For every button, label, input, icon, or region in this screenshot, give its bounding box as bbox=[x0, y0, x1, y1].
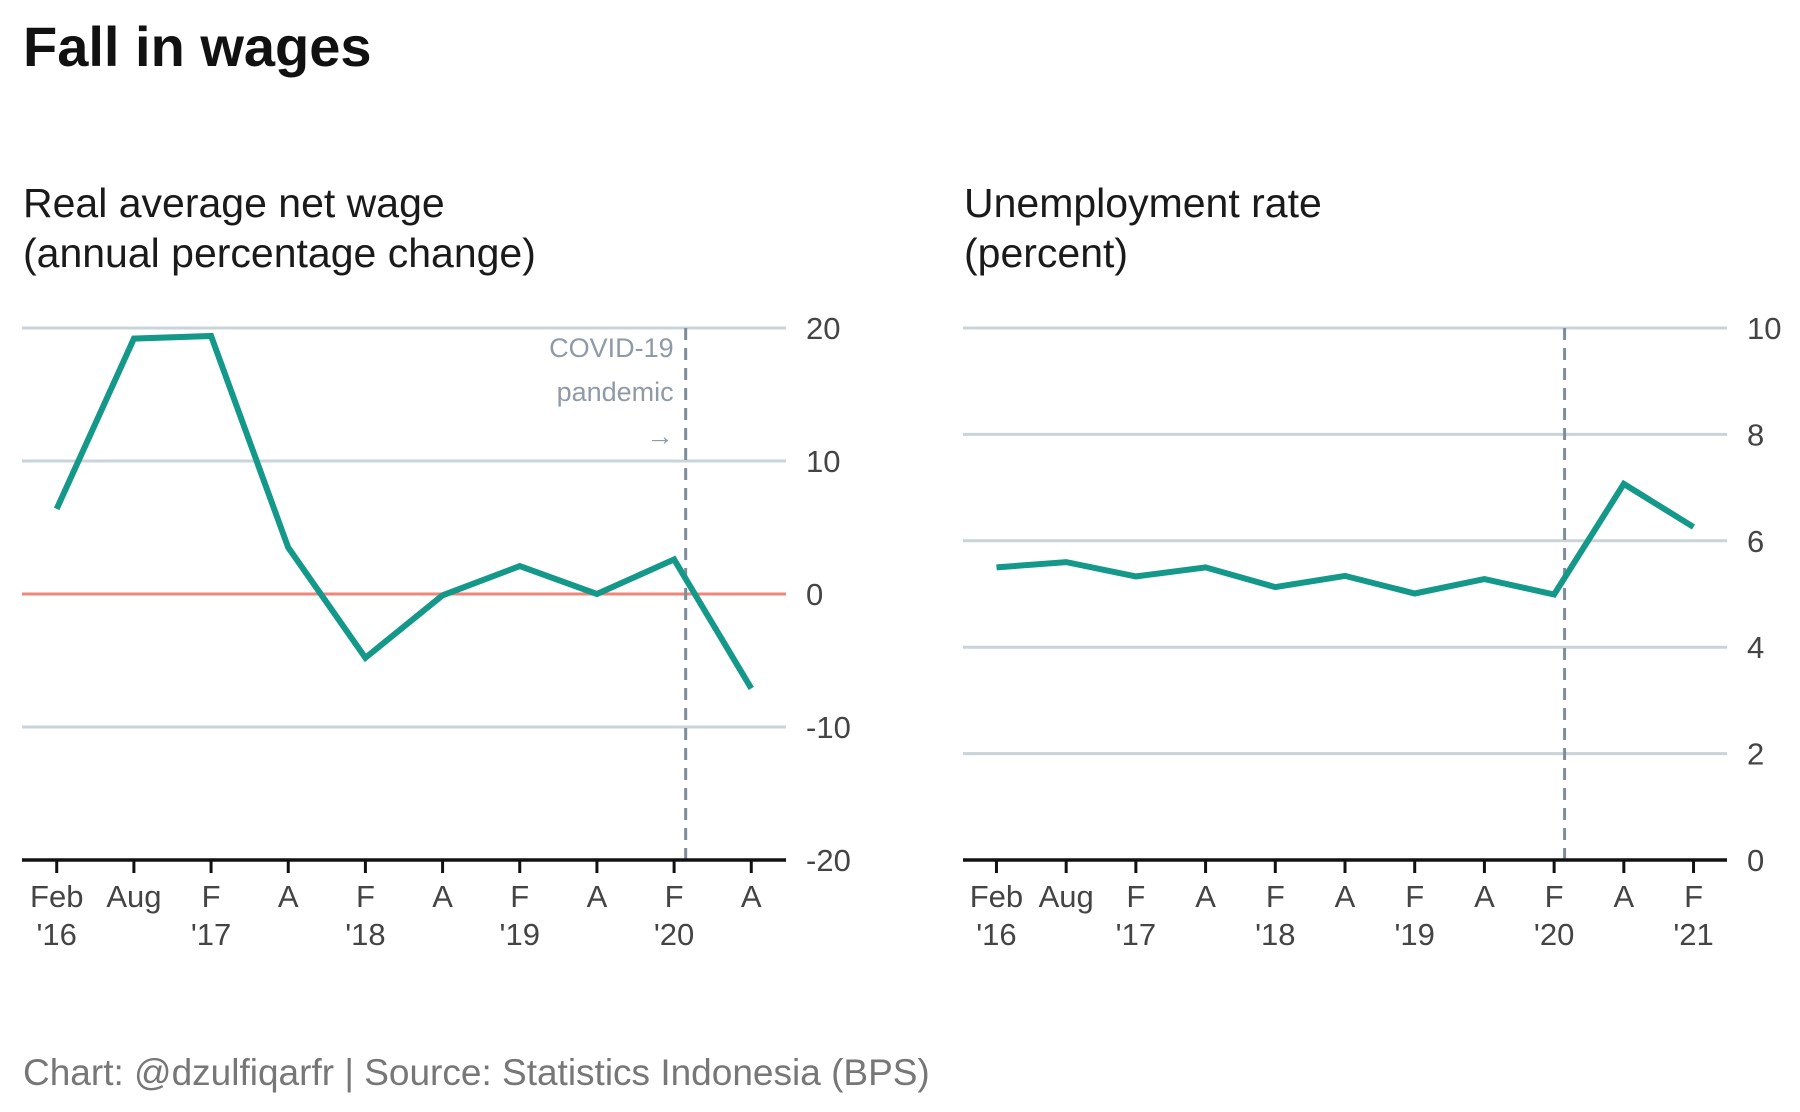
left-x-tick-label: F bbox=[510, 879, 529, 914]
covid-annotation-line-1: COVID-19 bbox=[549, 333, 674, 363]
right-panel-title: Unemployment rate (percent) bbox=[964, 178, 1322, 278]
left-x-tick-year-label: '20 bbox=[654, 917, 694, 952]
right-x-tick-label: A bbox=[1195, 879, 1216, 914]
right-x-tick-label: Feb bbox=[970, 879, 1023, 914]
left-x-tick-year-label: '16 bbox=[37, 917, 77, 952]
left-x-tick-year-label: '18 bbox=[345, 917, 385, 952]
covid-annotation-line-2: pandemic bbox=[557, 377, 674, 407]
right-x-tick-label: F bbox=[1126, 879, 1145, 914]
right-x-tick-label: F bbox=[1266, 879, 1285, 914]
left-x-tick-year-label: '19 bbox=[500, 917, 540, 952]
left-y-tick-label: -10 bbox=[806, 710, 851, 745]
right-y-tick-label: 2 bbox=[1747, 737, 1764, 772]
right-y-tick-label: 0 bbox=[1747, 843, 1764, 878]
left-x-tick-label: A bbox=[432, 879, 453, 914]
left-x-tick-label: A bbox=[587, 879, 608, 914]
right-x-tick-label: F bbox=[1545, 879, 1564, 914]
right-y-tick-label: 10 bbox=[1747, 311, 1781, 346]
right-x-tick-label: A bbox=[1474, 879, 1495, 914]
covid-annotation-line-3: → bbox=[647, 421, 674, 451]
left-panel-title-line-2: (annual percentage change) bbox=[23, 230, 536, 276]
right-x-tick-label: F bbox=[1405, 879, 1424, 914]
right-x-tick-year-label: '17 bbox=[1116, 917, 1156, 952]
right-x-tick-label: A bbox=[1613, 879, 1634, 914]
left-panel-title-line-1: Real average net wage bbox=[23, 180, 445, 226]
right-y-tick-label: 6 bbox=[1747, 524, 1764, 559]
left-x-tick-label: F bbox=[665, 879, 684, 914]
left-panel-title: Real average net wage (annual percentage… bbox=[23, 178, 536, 278]
left-y-tick-label: -20 bbox=[806, 843, 851, 878]
right-series-line bbox=[996, 479, 1696, 598]
source-footer: Chart: @dzulfiqarfr | Source: Statistics… bbox=[23, 1052, 930, 1093]
left-x-tick-label: F bbox=[202, 879, 221, 914]
right-x-tick-year-label: '21 bbox=[1673, 917, 1713, 952]
left-y-tick-label: 0 bbox=[806, 577, 823, 612]
right-panel-title-line-1: Unemployment rate bbox=[964, 180, 1322, 226]
right-panel-title-line-2: (percent) bbox=[964, 230, 1129, 276]
left-y-tick-label: 10 bbox=[806, 444, 840, 479]
right-x-tick-year-label: '19 bbox=[1395, 917, 1435, 952]
right-x-tick-year-label: '20 bbox=[1534, 917, 1574, 952]
right-x-tick-year-label: '18 bbox=[1255, 917, 1295, 952]
left-x-tick-label: A bbox=[741, 879, 762, 914]
right-x-tick-label: Aug bbox=[1039, 879, 1094, 914]
left-x-tick-label: Aug bbox=[106, 879, 161, 914]
right-x-tick-label: F bbox=[1684, 879, 1703, 914]
right-y-tick-label: 8 bbox=[1747, 417, 1764, 452]
left-series-line bbox=[53, 332, 754, 690]
right-x-tick-label: A bbox=[1335, 879, 1356, 914]
left-x-tick-year-label: '17 bbox=[191, 917, 231, 952]
left-x-tick-label: A bbox=[278, 879, 299, 914]
left-x-tick-label: Feb bbox=[30, 879, 83, 914]
right-x-tick-year-label: '16 bbox=[976, 917, 1016, 952]
left-x-tick-label: F bbox=[356, 879, 375, 914]
chart-title: Fall in wages bbox=[23, 15, 372, 78]
left-y-tick-label: 20 bbox=[806, 311, 840, 346]
right-y-tick-label: 4 bbox=[1747, 630, 1764, 665]
